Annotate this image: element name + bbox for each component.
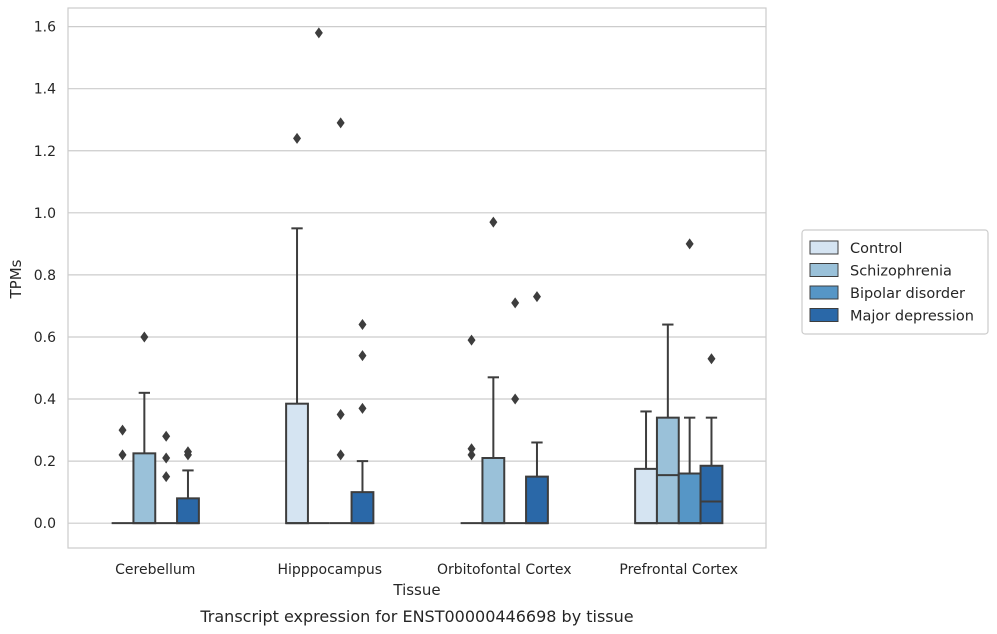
- outlier-point: [183, 446, 192, 458]
- outlier-point: [511, 297, 520, 309]
- x-tick-label: Prefrontal Cortex: [619, 562, 738, 578]
- outlier-point: [118, 424, 127, 436]
- outlier-point: [511, 393, 520, 405]
- outlier-point: [162, 471, 171, 483]
- legend-label: Bipolar disorder: [850, 286, 965, 302]
- outlier-point: [489, 216, 498, 228]
- legend-frame: [801, 229, 989, 335]
- x-tick-label: Orbitofontal Cortex: [437, 562, 572, 578]
- outlier-point: [336, 117, 345, 129]
- box: [155, 430, 178, 525]
- legend-swatch: [809, 308, 839, 322]
- legend-swatch: [809, 263, 839, 277]
- x-tick-label: Cerebellum: [115, 562, 195, 578]
- outlier-point: [336, 409, 345, 421]
- box: [525, 291, 549, 525]
- box-iqr: [176, 497, 200, 525]
- legend: Control Schizophrenia Bipolar disorder Majo…: [801, 229, 989, 335]
- box: [350, 319, 375, 525]
- box-iqr: [285, 402, 309, 525]
- y-tick-label: 1.4: [34, 82, 56, 98]
- box-iqr: [481, 457, 506, 525]
- box: [307, 27, 330, 525]
- legend-swatch: [809, 240, 839, 255]
- outlier-point: [162, 452, 171, 464]
- outlier-point: [336, 449, 345, 461]
- legend-swatch: [809, 285, 839, 300]
- y-tick-label: 1.6: [34, 20, 56, 36]
- outlier-point: [685, 238, 694, 250]
- box-iqr: [350, 491, 375, 525]
- outlier-point: [358, 319, 367, 331]
- y-tick-labels: 0.0 0.2 0.4 0.6 0.8 1.0 1.2 1.4 1.6: [34, 20, 56, 533]
- y-tick-label: 0.0: [34, 516, 56, 532]
- outlier-point: [707, 353, 716, 365]
- box: [176, 446, 200, 525]
- x-tick-label: Hipppocampus: [277, 562, 382, 578]
- box-iqr: [634, 467, 658, 525]
- outlier-point: [358, 402, 367, 414]
- legend-label: Schizophrenia: [850, 264, 952, 280]
- box: [285, 132, 309, 525]
- box-iqr: [655, 416, 680, 525]
- box-iqr: [677, 472, 702, 525]
- box: [655, 323, 680, 525]
- box: [634, 410, 658, 525]
- box-iqr: [525, 475, 549, 525]
- outlier-point: [293, 132, 302, 144]
- legend-label: Control: [850, 241, 902, 257]
- y-tick-label: 1.0: [34, 206, 56, 222]
- box: [699, 353, 724, 525]
- outlier-point: [358, 350, 367, 362]
- box: [504, 297, 527, 525]
- box: [132, 331, 157, 525]
- box: [481, 216, 506, 525]
- box-iqr: [699, 464, 724, 525]
- y-axis-title: TPMs: [7, 259, 25, 299]
- plot-frame: [67, 7, 767, 549]
- boxes-layer: [111, 27, 724, 525]
- y-tick-label: 0.2: [34, 454, 56, 470]
- outlier-point: [314, 27, 323, 39]
- legend-label: Major depression: [850, 309, 974, 325]
- outlier-point: [467, 334, 476, 346]
- chart-caption: Transcript expression for ENST0000044669…: [199, 607, 633, 626]
- outlier-point: [467, 443, 476, 455]
- y-tick-label: 0.8: [34, 268, 56, 284]
- y-tick-label: 0.4: [34, 392, 56, 408]
- outlier-point: [532, 291, 541, 303]
- box: [329, 117, 352, 525]
- x-tick-labels: Cerebellum Hipppocampus Orbitofontal Corte…: [115, 562, 738, 578]
- y-tick-label: 0.6: [34, 330, 56, 346]
- box-iqr: [132, 452, 157, 525]
- outlier-point: [162, 430, 171, 442]
- outlier-point: [118, 449, 127, 461]
- y-tick-label: 1.2: [34, 144, 56, 160]
- box: [111, 424, 134, 525]
- outlier-point: [140, 331, 149, 343]
- outlier-point: [467, 449, 476, 461]
- box: [460, 334, 483, 525]
- x-axis-title: Tissue: [392, 581, 440, 599]
